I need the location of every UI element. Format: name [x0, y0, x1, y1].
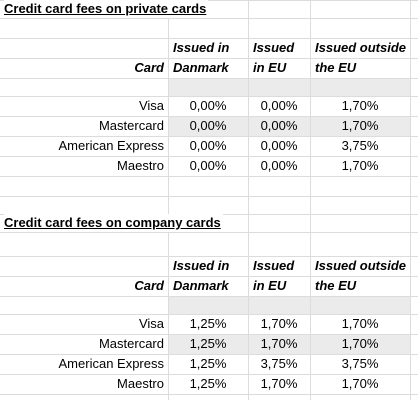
grid-line	[0, 136, 418, 137]
gray-fill	[168, 334, 410, 354]
grid-line	[0, 18, 418, 19]
column-header: Card	[134, 278, 164, 293]
fee-value: 3,75%	[341, 138, 379, 153]
grid-line	[0, 156, 418, 157]
column-header: Issued outside the EU	[315, 258, 407, 293]
fee-value: 3,75%	[260, 356, 298, 371]
fee-value: 1,70%	[341, 118, 379, 133]
gray-fill	[168, 116, 410, 136]
card-name: Visa	[138, 98, 164, 113]
grid-line	[0, 176, 418, 177]
fee-value: 0,00%	[189, 158, 227, 173]
column-header: Issued in EU	[253, 258, 295, 293]
fee-value: 0,00%	[260, 158, 298, 173]
fee-value: 0,00%	[260, 98, 298, 113]
fee-value: 1,25%	[189, 336, 227, 351]
fee-value: 0,00%	[189, 98, 227, 113]
fee-value: 1,70%	[341, 158, 379, 173]
grid-line	[0, 0, 418, 1]
card-name: American Express	[58, 356, 164, 371]
grid-line	[0, 256, 418, 257]
fee-value: 1,70%	[341, 336, 379, 351]
gray-fill	[168, 296, 410, 314]
grid-line	[0, 314, 418, 315]
fee-value: 1,25%	[189, 376, 227, 391]
fee-value: 1,25%	[189, 356, 227, 371]
column-header: Issued in Danmark	[173, 258, 230, 293]
grid-line	[168, 0, 169, 400]
column-header: Issued outside the EU	[315, 40, 407, 75]
card-name: Visa	[138, 316, 164, 331]
fee-value: 0,00%	[260, 138, 298, 153]
fee-value: 0,00%	[189, 118, 227, 133]
fee-value: 1,70%	[260, 376, 298, 391]
grid-line	[0, 58, 418, 59]
table-title: Credit card fees on company cards	[4, 214, 223, 232]
fee-value: 1,25%	[189, 316, 227, 331]
card-name: Maestro	[117, 376, 164, 391]
grid-line	[0, 374, 418, 375]
column-header: Card	[134, 60, 164, 75]
column-header: Issued in Danmark	[173, 40, 230, 75]
grid-line	[0, 38, 418, 39]
fee-value: 1,70%	[341, 376, 379, 391]
card-name: Mastercard	[98, 336, 164, 351]
card-name: American Express	[58, 138, 164, 153]
fee-value: 1,70%	[260, 316, 298, 331]
fee-value: 1,70%	[260, 336, 298, 351]
column-header: Issued in EU	[253, 40, 295, 75]
fee-value: 0,00%	[189, 138, 227, 153]
grid-line	[248, 0, 249, 400]
grid-line	[0, 354, 418, 355]
fee-value: 0,00%	[260, 118, 298, 133]
card-name: Maestro	[117, 158, 164, 173]
grid-line	[0, 232, 418, 233]
table-title: Credit card fees on private cards	[4, 0, 209, 18]
grid-line	[0, 78, 418, 79]
card-name: Mastercard	[98, 118, 164, 133]
gray-fill	[168, 78, 410, 96]
grid-line	[0, 296, 418, 297]
grid-line	[0, 116, 418, 117]
grid-line	[0, 394, 418, 395]
grid-line	[0, 334, 418, 335]
fee-value: 1,70%	[341, 316, 379, 331]
fee-value: 1,70%	[341, 98, 379, 113]
grid-line	[410, 0, 411, 400]
grid-line	[0, 196, 418, 197]
grid-line	[0, 96, 418, 97]
fee-value: 3,75%	[341, 356, 379, 371]
grid-line	[0, 276, 418, 277]
grid-line	[310, 0, 311, 400]
